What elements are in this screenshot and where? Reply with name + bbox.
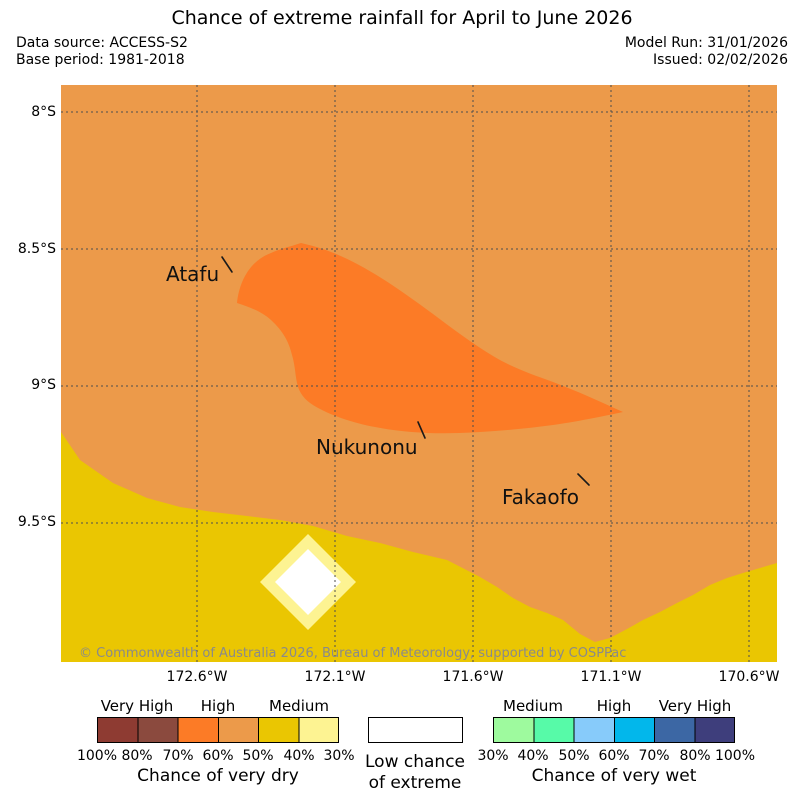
island-label-fakaofo: Fakaofo [502,485,579,509]
lon-label-172-1w: 172.1°W [304,669,366,685]
wet-category-very-high: Very High [658,697,732,715]
wet-legend-title: Chance of very wet [531,766,697,786]
dry-pct-40: 40% [283,748,315,764]
dry-legend-title: Chance of very dry [137,766,299,786]
low-chance-label-line2: of extreme [368,773,462,793]
wet-swatch-70-80 [654,717,696,743]
dry-colorbar [97,717,339,743]
wet-pct-60: 60% [598,748,630,764]
dry-pct-100: 100% [76,748,118,764]
copyright-notice: © Commonwealth of Australia 2026, Bureau… [79,646,627,661]
model-run-label: Model Run: 31/01/2026 [624,35,788,51]
lon-label-170-6w: 170.6°W [718,669,780,685]
wet-swatch-60-70 [613,717,656,743]
page-title: Chance of extreme rainfall for April to … [171,7,633,29]
dry-swatch-70-60 [177,717,219,743]
dry-pct-80: 80% [121,748,153,764]
wet-pct-70: 70% [638,748,670,764]
lon-label-172-6w: 172.6°W [166,669,228,685]
wet-pct-80: 80% [679,748,711,764]
wet-category-medium: Medium [503,697,563,715]
island-label-atafu: Atafu [166,262,220,286]
wet-swatch-80-100 [694,717,735,743]
island-tick-fakaofo [577,473,590,486]
base-period-label: Base period: 1981-2018 [16,52,185,68]
island-tick-nukunonu [417,421,426,439]
island-label-nukunonu: Nukunonu [316,435,418,459]
dry-pct-50: 50% [242,748,274,764]
issued-label: Issued: 02/02/2026 [653,52,788,68]
dry-swatch-80-70 [137,717,179,743]
dry-category-medium: Medium [269,697,329,715]
dry-category-high: High [200,697,236,715]
wet-swatch-30-40 [493,717,535,743]
wet-pct-50: 50% [558,748,590,764]
dry-pct-70: 70% [162,748,194,764]
region-dry-40-50-south [61,432,777,662]
wet-pct-100: 100% [714,748,756,764]
map-gridlines [61,85,777,662]
dry-pct-60: 60% [202,748,234,764]
island-tick-atafu [221,256,233,273]
lon-label-171-6w: 171.6°W [442,669,504,685]
lat-label-8s: 8°S [31,104,56,120]
region-low-chance-core [275,549,341,615]
dry-category-very-high: Very High [100,697,174,715]
wet-colorbar [493,717,735,743]
wet-colorbar-svg [493,717,735,743]
lat-label-9s: 9°S [31,377,56,393]
data-source-label: Data source: ACCESS-S2 [16,35,188,51]
wet-category-high: High [596,697,632,715]
wet-pct-40: 40% [517,748,549,764]
dry-swatch-60-50 [217,717,260,743]
wet-swatch-40-50 [533,717,575,743]
wet-swatch-50-60 [573,717,615,743]
lon-label-171-1w: 171.1°W [580,669,642,685]
dry-swatch-100-80 [97,717,139,743]
map-canvas: Atafu Nukunonu Fakaofo © Commonwealth of… [61,85,777,662]
low-chance-label-line1: Low chance [365,752,465,772]
dry-swatch-40-30 [298,717,339,743]
dry-colorbar-svg [97,717,339,743]
wet-pct-30: 30% [477,748,509,764]
map-svg [61,85,777,662]
lat-label-9-5s: 9.5°S [17,514,56,530]
dry-pct-30: 30% [323,748,355,764]
lat-label-8-5s: 8.5°S [17,241,56,257]
island-markers [221,256,590,486]
dry-swatch-50-40 [258,717,300,743]
low-chance-diamond [260,534,356,630]
low-chance-box [368,717,463,743]
